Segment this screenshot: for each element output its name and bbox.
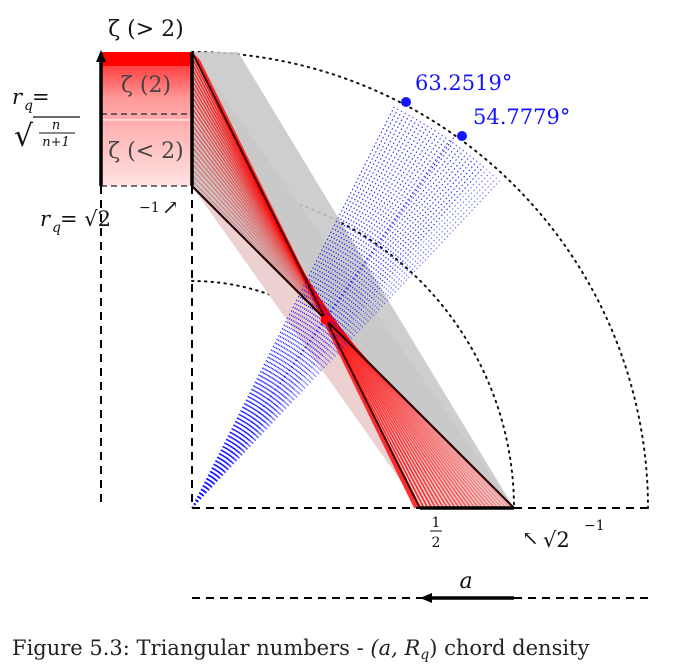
blue-chord-fan: [191, 106, 501, 509]
blue-chord-line: [191, 149, 464, 509]
label-rq-eq-sign: =: [32, 85, 50, 109]
label-sqrt2inv: √2: [543, 528, 570, 552]
blue-chord-line: [191, 171, 491, 509]
blue-chord-line: [191, 163, 481, 509]
label-angle-63: 63.2519°: [415, 71, 512, 95]
label-zeta-gt2: ζ (> 2): [108, 17, 184, 42]
red-chord-line: [191, 140, 484, 509]
label-sqrt2inv-arrow: ↖: [522, 526, 539, 550]
figure-caption: Figure 5.3: Triangular numbers - (a, Rq)…: [12, 636, 590, 663]
chord-top-to-sqrt2: [191, 51, 421, 509]
zeta-left-arrowhead: [96, 50, 106, 62]
label-rq-sqrt-den: n+1: [42, 135, 70, 150]
blue-chord-line: [191, 137, 447, 509]
label-half-den: 2: [432, 535, 441, 551]
blue-chord-line: [191, 142, 454, 509]
label-axis-a: a: [459, 569, 472, 594]
label-zeta-lt2: ζ (< 2): [108, 139, 184, 164]
label-sqrt2inv-exp: −1: [584, 518, 605, 534]
blue-chord-line: [191, 123, 425, 509]
red-chord-line: [191, 157, 496, 509]
blue-chord-line: [191, 134, 443, 509]
blue-chord-line: [191, 139, 451, 509]
middle-arc: [191, 185, 515, 509]
blue-chord-line: [191, 130, 436, 509]
label-zeta-2: ζ (2): [121, 73, 171, 98]
blue-chord-line: [191, 160, 478, 509]
blue-chord-line: [191, 118, 418, 509]
angle-point-63: [401, 97, 411, 107]
label-rq2-exp: −1: [139, 200, 160, 216]
label-angle-54: 54.7779°: [473, 105, 570, 129]
label-rq2-symbol: r: [40, 207, 52, 231]
label-rq-sqrt-num: n: [52, 118, 60, 133]
red-chord-line: [191, 135, 480, 509]
blue-chord-line: [191, 127, 433, 509]
blue-chord-line: [191, 177, 498, 509]
blue-chord-line: [191, 121, 422, 509]
label-rq2-arrow: ↗: [162, 195, 179, 219]
zeta-top-cap: [101, 52, 192, 66]
blue-chord-line: [191, 116, 414, 509]
red-chord-line: [191, 146, 488, 509]
blue-chord-line: [191, 114, 410, 509]
blue-chord-line: [191, 152, 468, 509]
chord-mid-to-sqrt2: [191, 185, 515, 509]
grey-band-outer: [192, 52, 514, 508]
label-rq2-eq: = √2: [60, 207, 111, 231]
red-chord-line: [191, 168, 503, 509]
angle-point-54: [457, 131, 467, 141]
blue-chord-line: [191, 132, 440, 509]
blue-chord-line: [191, 125, 429, 509]
label-rq-sub: q: [24, 98, 33, 114]
blue-chord-line: [191, 147, 461, 509]
intersection-point: [320, 315, 330, 325]
blue-chord-line: [191, 174, 494, 509]
blue-chord-line: [191, 110, 403, 509]
blue-chord-line: [191, 144, 458, 509]
label-rq-symbol: r: [12, 85, 24, 109]
red-chord-line: [191, 163, 499, 509]
label-rq2-sub: q: [52, 220, 61, 236]
label-half-num: 1: [432, 515, 441, 531]
blue-chord-line: [191, 180, 501, 509]
blue-chord-line: [191, 108, 399, 509]
sqrt-sign: √: [14, 119, 34, 154]
blue-chord-line: [191, 112, 407, 509]
red-chord-line: [191, 129, 476, 509]
a-arrowhead: [420, 593, 432, 603]
blue-chord-line: [191, 166, 485, 509]
blue-chord-line: [191, 168, 488, 509]
blue-chord-line: [191, 106, 395, 509]
outer-arc: [191, 51, 649, 509]
zeta-column: [101, 52, 192, 186]
